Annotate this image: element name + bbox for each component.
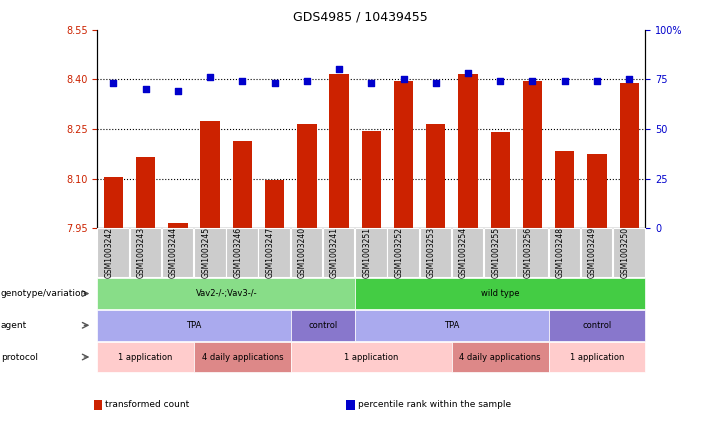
Bar — [588, 154, 606, 228]
Bar — [136, 157, 155, 228]
Text: TPA: TPA — [186, 321, 202, 330]
Text: GSM1003255: GSM1003255 — [491, 227, 500, 278]
Bar — [297, 124, 317, 228]
Text: agent: agent — [1, 321, 27, 330]
Bar — [523, 81, 542, 228]
Bar — [265, 180, 284, 228]
Text: control: control — [583, 321, 611, 330]
Point — [495, 78, 506, 85]
Bar — [619, 82, 639, 228]
Bar — [490, 132, 510, 228]
Bar — [555, 151, 575, 228]
Bar — [459, 74, 478, 228]
Point — [430, 80, 441, 87]
Text: GSM1003253: GSM1003253 — [427, 227, 435, 278]
Text: GDS4985 / 10439455: GDS4985 / 10439455 — [293, 11, 428, 24]
Bar — [362, 131, 381, 228]
Text: GSM1003243: GSM1003243 — [137, 227, 146, 278]
Text: GSM1003245: GSM1003245 — [201, 227, 210, 278]
Text: 1 application: 1 application — [118, 352, 173, 362]
Text: genotype/variation: genotype/variation — [1, 289, 87, 298]
Point — [366, 80, 377, 87]
Text: GSM1003249: GSM1003249 — [588, 227, 597, 278]
Text: control: control — [309, 321, 337, 330]
Text: GSM1003250: GSM1003250 — [620, 227, 629, 278]
Text: GSM1003256: GSM1003256 — [523, 227, 533, 278]
Point — [269, 80, 280, 87]
Point — [527, 78, 539, 85]
Text: Vav2-/-;Vav3-/-: Vav2-/-;Vav3-/- — [195, 289, 257, 298]
Point — [140, 86, 151, 93]
Text: 1 application: 1 application — [344, 352, 399, 362]
Bar — [168, 223, 187, 228]
Text: 1 application: 1 application — [570, 352, 624, 362]
Text: wild type: wild type — [481, 289, 520, 298]
Bar — [329, 74, 349, 228]
Point — [559, 78, 570, 85]
Text: GSM1003244: GSM1003244 — [169, 227, 178, 278]
Point — [591, 78, 603, 85]
Text: transformed count: transformed count — [105, 400, 190, 409]
Point — [462, 70, 474, 77]
Point — [204, 74, 216, 81]
Text: GSM1003252: GSM1003252 — [394, 227, 404, 278]
Point — [107, 80, 119, 87]
Text: GSM1003246: GSM1003246 — [234, 227, 242, 278]
Point — [172, 88, 184, 95]
Text: 4 daily applications: 4 daily applications — [459, 352, 541, 362]
Text: GSM1003254: GSM1003254 — [459, 227, 468, 278]
Bar — [233, 140, 252, 228]
Text: GSM1003240: GSM1003240 — [298, 227, 307, 278]
Bar — [104, 177, 123, 228]
Point — [333, 66, 345, 73]
Text: GSM1003251: GSM1003251 — [363, 227, 371, 278]
Text: GSM1003242: GSM1003242 — [105, 227, 113, 278]
Text: TPA: TPA — [444, 321, 459, 330]
Text: GSM1003241: GSM1003241 — [330, 227, 339, 278]
Text: percentile rank within the sample: percentile rank within the sample — [358, 400, 510, 409]
Bar — [426, 124, 446, 228]
Bar — [200, 121, 220, 228]
Point — [624, 76, 635, 82]
Text: GSM1003248: GSM1003248 — [556, 227, 565, 278]
Text: 4 daily applications: 4 daily applications — [202, 352, 283, 362]
Bar — [394, 81, 413, 228]
Point — [301, 78, 313, 85]
Point — [236, 78, 248, 85]
Text: GSM1003247: GSM1003247 — [265, 227, 275, 278]
Point — [398, 76, 410, 82]
Text: protocol: protocol — [1, 352, 37, 362]
